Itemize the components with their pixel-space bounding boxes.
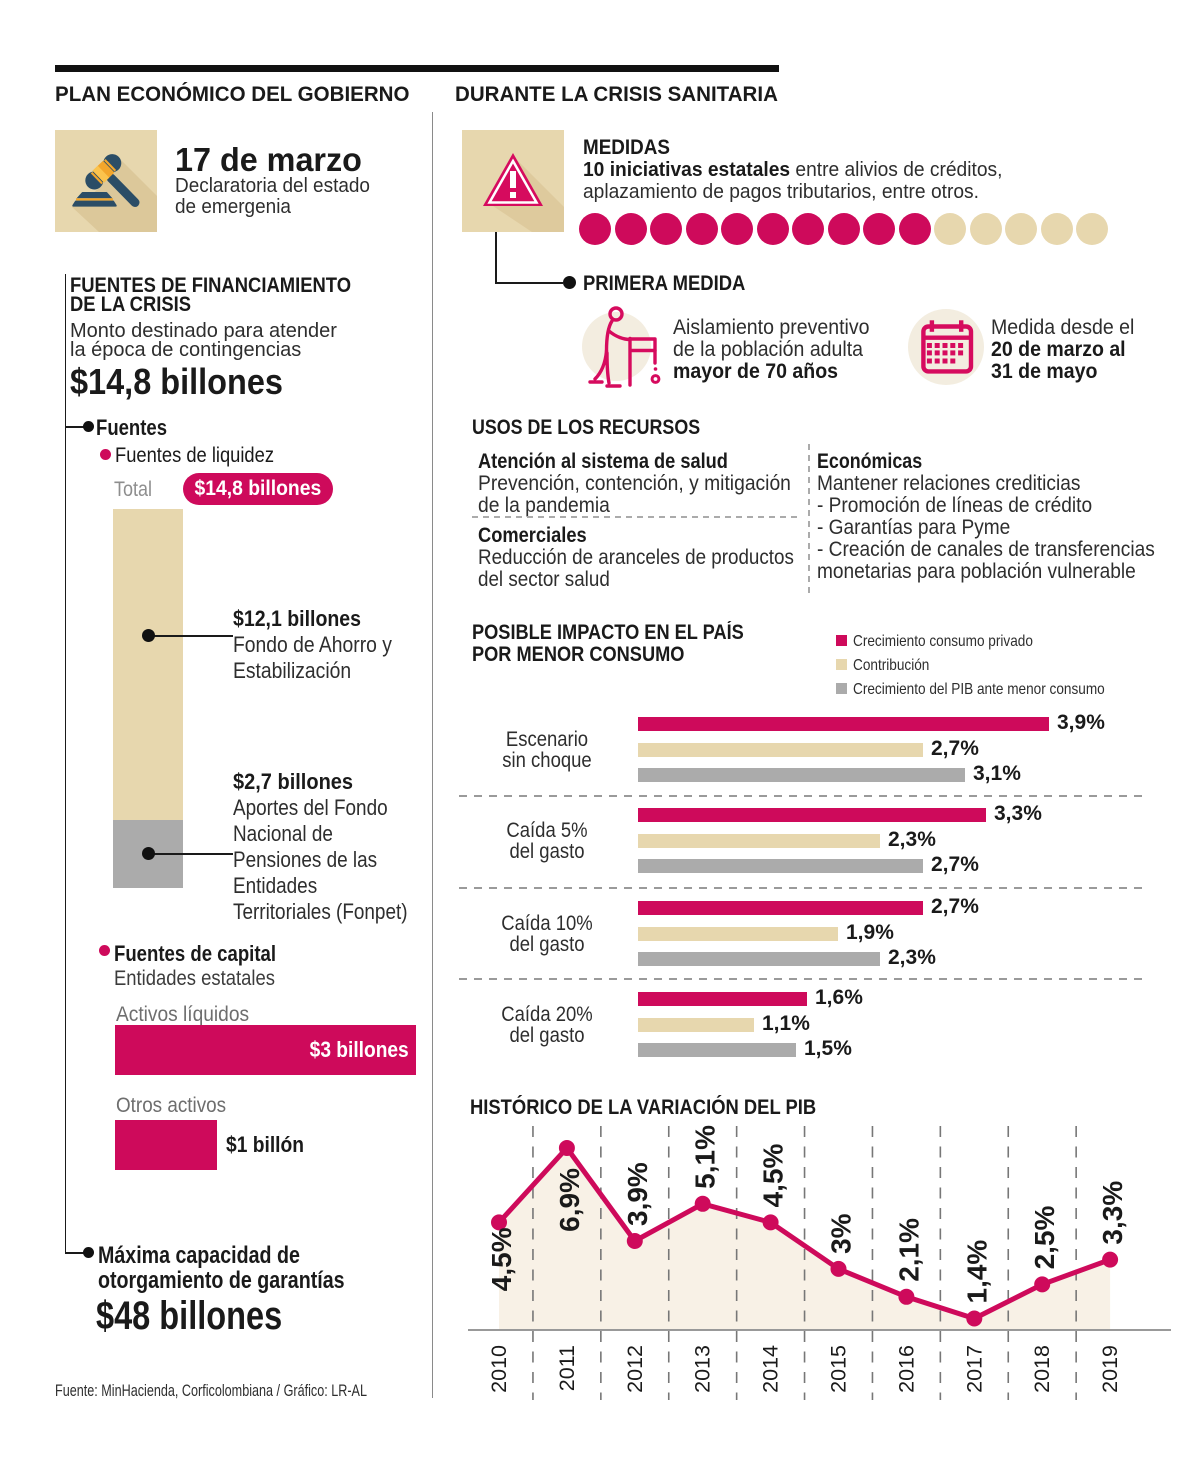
svg-text:2018: 2018	[1030, 1345, 1054, 1393]
svg-text:3,3%: 3,3%	[1097, 1181, 1128, 1245]
svg-text:2,5%: 2,5%	[1029, 1205, 1060, 1269]
svg-text:2,1%: 2,1%	[893, 1218, 924, 1282]
svg-text:4,5%: 4,5%	[758, 1143, 789, 1207]
svg-text:5,1%: 5,1%	[690, 1125, 721, 1189]
svg-text:2015: 2015	[827, 1345, 851, 1393]
svg-text:4,5%: 4,5%	[486, 1227, 517, 1291]
svg-text:1,4%: 1,4%	[961, 1240, 992, 1304]
svg-text:6,9%: 6,9%	[554, 1168, 585, 1232]
svg-text:3%: 3%	[826, 1213, 857, 1254]
svg-text:2012: 2012	[623, 1345, 647, 1393]
svg-text:3,9%: 3,9%	[622, 1162, 653, 1226]
svg-text:2014: 2014	[759, 1345, 783, 1393]
svg-text:2019: 2019	[1098, 1345, 1122, 1393]
svg-text:2017: 2017	[962, 1345, 986, 1393]
svg-text:2016: 2016	[894, 1345, 918, 1393]
svg-text:2013: 2013	[691, 1345, 715, 1393]
svg-text:2011: 2011	[555, 1345, 579, 1391]
svg-text:2010: 2010	[487, 1345, 511, 1393]
